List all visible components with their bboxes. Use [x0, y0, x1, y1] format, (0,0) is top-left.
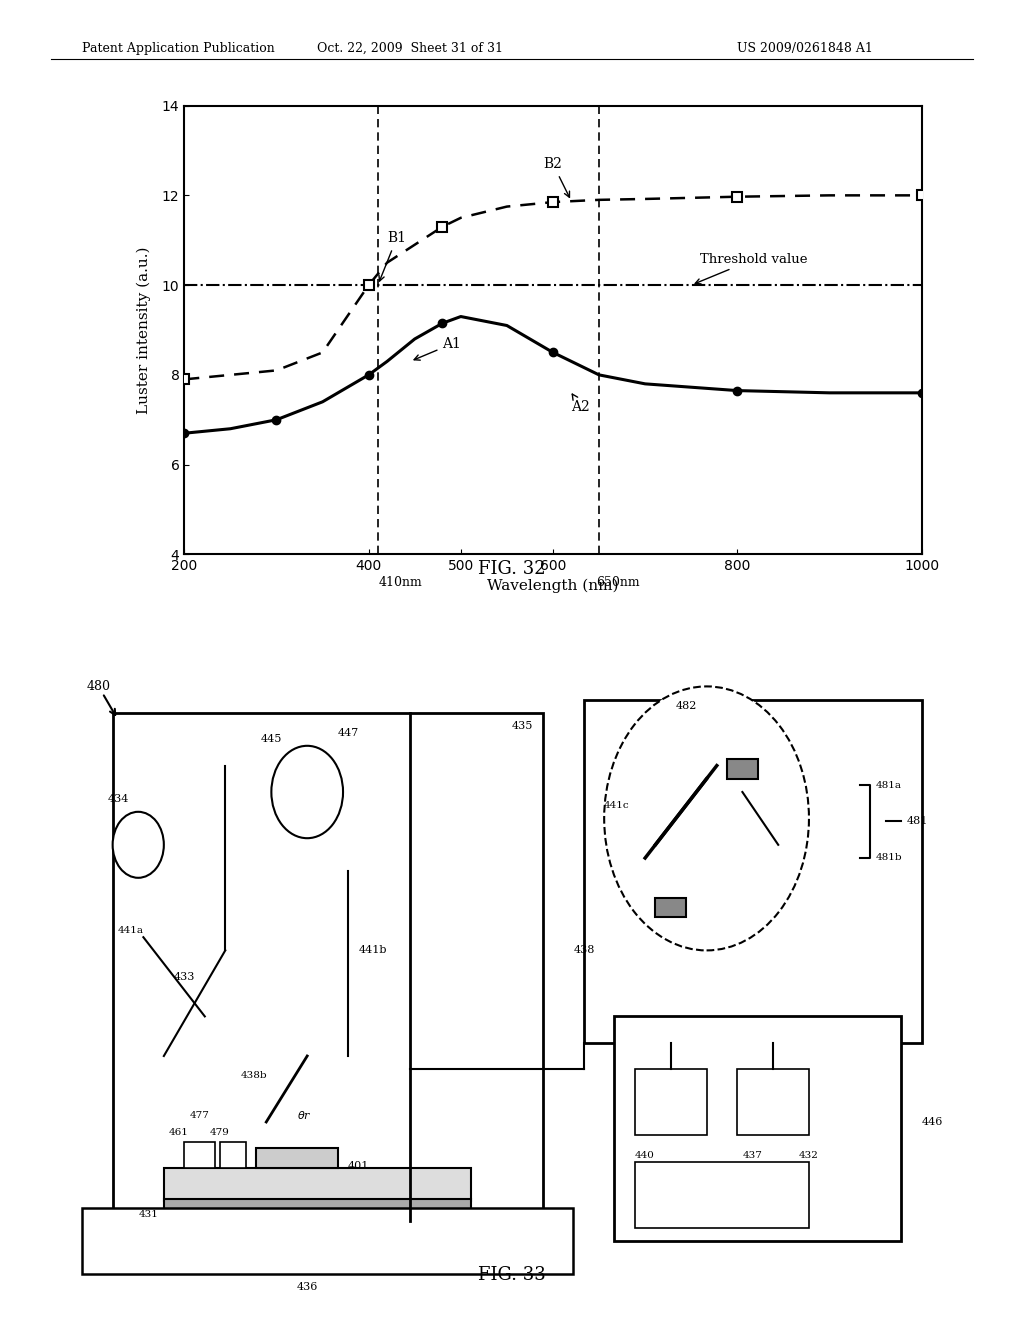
Bar — [655, 898, 686, 917]
Text: 477: 477 — [189, 1111, 209, 1119]
Text: FIG. 33: FIG. 33 — [478, 1266, 546, 1284]
Text: 433: 433 — [174, 972, 196, 982]
Text: 445: 445 — [261, 734, 283, 744]
Bar — [82, 1208, 573, 1274]
Text: Oct. 22, 2009  Sheet 31 of 31: Oct. 22, 2009 Sheet 31 of 31 — [316, 42, 503, 55]
Bar — [614, 1016, 901, 1241]
Text: B1: B1 — [379, 231, 407, 281]
Text: 447: 447 — [338, 727, 359, 738]
Text: A1: A1 — [414, 337, 461, 360]
Circle shape — [271, 746, 343, 838]
Text: A2: A2 — [571, 395, 590, 413]
Text: 441b: 441b — [358, 945, 387, 956]
Text: 401: 401 — [348, 1160, 370, 1171]
Text: 440: 440 — [635, 1151, 655, 1159]
Text: FIG. 32: FIG. 32 — [478, 560, 546, 578]
Text: 461: 461 — [169, 1129, 188, 1137]
Bar — [292, 779, 323, 799]
Bar — [737, 1069, 809, 1135]
Text: 481a: 481a — [876, 781, 901, 789]
Bar — [635, 1069, 707, 1135]
Text: Threshold value: Threshold value — [695, 252, 808, 284]
Bar — [727, 759, 758, 779]
Text: 441a: 441a — [118, 927, 143, 935]
Bar — [164, 1199, 471, 1214]
Text: 434: 434 — [108, 793, 129, 804]
Circle shape — [604, 686, 809, 950]
Bar — [635, 1162, 809, 1228]
Text: 441c: 441c — [604, 801, 630, 809]
Text: 650nm: 650nm — [596, 576, 639, 589]
Text: 432: 432 — [799, 1151, 819, 1159]
Bar — [256, 1148, 338, 1168]
Text: 438b: 438b — [241, 1072, 267, 1080]
Text: 435: 435 — [512, 721, 534, 731]
Text: 482: 482 — [676, 701, 697, 711]
Text: B2: B2 — [544, 157, 569, 197]
Text: $\theta$r: $\theta$r — [297, 1109, 311, 1122]
Text: US 2009/0261848 A1: US 2009/0261848 A1 — [737, 42, 873, 55]
Text: 438: 438 — [573, 945, 595, 956]
Text: 431: 431 — [138, 1210, 158, 1218]
Bar — [584, 700, 922, 1043]
Text: 437: 437 — [742, 1151, 763, 1159]
Y-axis label: Luster intensity (a.u.): Luster intensity (a.u.) — [136, 247, 151, 413]
Text: 481: 481 — [906, 816, 928, 826]
Circle shape — [113, 812, 164, 878]
Text: 446: 446 — [922, 1117, 943, 1127]
Text: 479: 479 — [210, 1129, 229, 1137]
X-axis label: Wavelength (nm): Wavelength (nm) — [487, 578, 618, 593]
Bar — [184, 1142, 215, 1168]
Bar — [113, 713, 543, 1228]
Text: 481b: 481b — [876, 854, 902, 862]
Text: 410nm: 410nm — [379, 576, 423, 589]
Bar — [220, 1142, 246, 1168]
Text: 444: 444 — [282, 820, 303, 830]
Text: 436: 436 — [297, 1282, 317, 1292]
Text: Patent Application Publication: Patent Application Publication — [82, 42, 274, 55]
Text: 480: 480 — [87, 680, 111, 693]
Bar — [164, 1168, 471, 1201]
